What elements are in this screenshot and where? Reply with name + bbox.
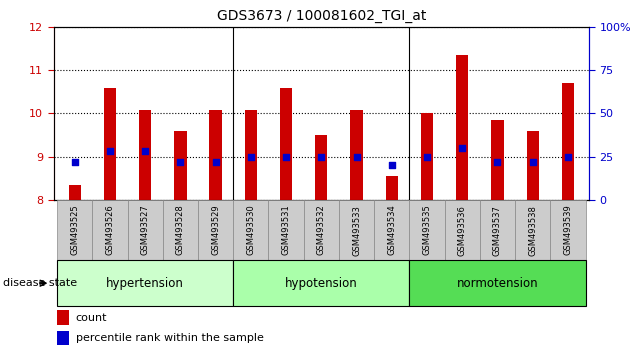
FancyBboxPatch shape xyxy=(198,200,233,260)
Bar xyxy=(527,131,539,200)
Text: GSM493529: GSM493529 xyxy=(211,205,220,256)
FancyBboxPatch shape xyxy=(268,200,304,260)
Bar xyxy=(175,131,186,200)
Bar xyxy=(315,135,328,200)
Bar xyxy=(57,310,69,325)
Text: disease state: disease state xyxy=(3,278,77,288)
Text: GSM493536: GSM493536 xyxy=(458,205,467,256)
FancyBboxPatch shape xyxy=(57,200,93,260)
Point xyxy=(563,154,573,159)
FancyBboxPatch shape xyxy=(127,200,163,260)
Text: GSM493530: GSM493530 xyxy=(246,205,255,256)
Title: GDS3673 / 100081602_TGI_at: GDS3673 / 100081602_TGI_at xyxy=(217,9,426,23)
Bar xyxy=(280,88,292,200)
Point xyxy=(210,159,220,165)
Text: GSM493537: GSM493537 xyxy=(493,205,502,256)
Text: GSM493534: GSM493534 xyxy=(387,205,396,256)
Point xyxy=(457,145,467,151)
FancyBboxPatch shape xyxy=(445,200,480,260)
FancyBboxPatch shape xyxy=(233,200,268,260)
Bar xyxy=(350,110,363,200)
Bar xyxy=(104,88,116,200)
Text: GSM493531: GSM493531 xyxy=(282,205,290,256)
FancyBboxPatch shape xyxy=(304,200,339,260)
Bar xyxy=(69,185,81,200)
Text: GSM493526: GSM493526 xyxy=(105,205,115,256)
Text: GSM493533: GSM493533 xyxy=(352,205,361,256)
FancyBboxPatch shape xyxy=(515,200,550,260)
Text: GSM493532: GSM493532 xyxy=(317,205,326,256)
Bar xyxy=(386,176,398,200)
Point xyxy=(246,154,256,159)
Text: GSM493539: GSM493539 xyxy=(563,205,573,256)
Point xyxy=(175,159,185,165)
Point xyxy=(281,154,291,159)
Text: GSM493538: GSM493538 xyxy=(528,205,537,256)
Bar xyxy=(421,113,433,200)
Point xyxy=(70,159,80,165)
FancyBboxPatch shape xyxy=(233,260,410,306)
Point xyxy=(387,162,397,168)
Text: hypertension: hypertension xyxy=(106,277,184,290)
Bar xyxy=(57,331,69,345)
Bar xyxy=(139,110,151,200)
Text: GSM493527: GSM493527 xyxy=(140,205,150,256)
FancyBboxPatch shape xyxy=(163,200,198,260)
Bar xyxy=(209,110,222,200)
Point xyxy=(105,149,115,154)
FancyBboxPatch shape xyxy=(57,260,233,306)
FancyBboxPatch shape xyxy=(339,200,374,260)
FancyBboxPatch shape xyxy=(550,200,585,260)
Text: GSM493525: GSM493525 xyxy=(70,205,79,256)
Point xyxy=(316,154,326,159)
Point xyxy=(422,154,432,159)
Text: GSM493535: GSM493535 xyxy=(423,205,432,256)
Bar xyxy=(562,83,574,200)
FancyBboxPatch shape xyxy=(410,260,585,306)
Point xyxy=(352,154,362,159)
Point xyxy=(140,149,150,154)
Point xyxy=(493,159,503,165)
Text: hypotension: hypotension xyxy=(285,277,358,290)
Text: percentile rank within the sample: percentile rank within the sample xyxy=(76,333,263,343)
Bar xyxy=(244,110,257,200)
FancyBboxPatch shape xyxy=(480,200,515,260)
Point xyxy=(528,159,538,165)
Text: normotension: normotension xyxy=(457,277,538,290)
Bar xyxy=(491,120,503,200)
Bar xyxy=(456,55,468,200)
Text: count: count xyxy=(76,313,107,322)
Text: GSM493528: GSM493528 xyxy=(176,205,185,256)
FancyBboxPatch shape xyxy=(374,200,410,260)
FancyBboxPatch shape xyxy=(93,200,127,260)
FancyBboxPatch shape xyxy=(410,200,445,260)
